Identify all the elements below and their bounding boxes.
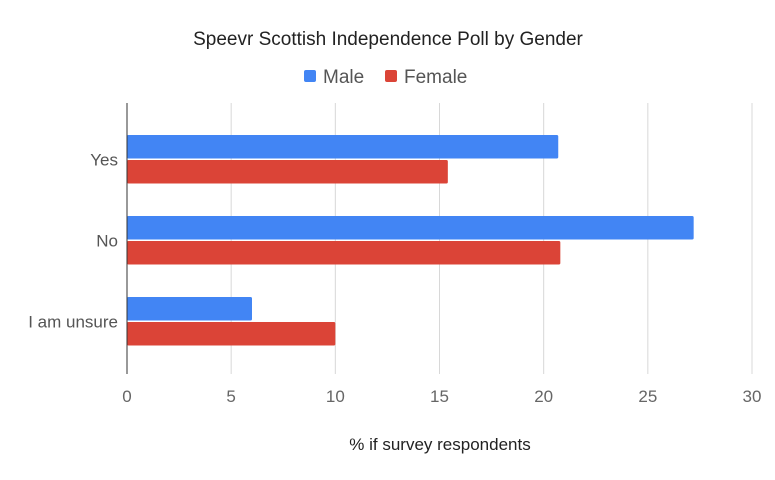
bar-male-yes[interactable] <box>127 135 559 159</box>
bar-male-no[interactable] <box>127 216 694 240</box>
legend-swatch-female <box>385 70 397 82</box>
bars <box>127 135 694 346</box>
legend-label-female: Female <box>404 67 467 88</box>
bar-female-i-am-unsure[interactable] <box>127 322 336 346</box>
x-axis-title: % if survey respondents <box>349 435 530 454</box>
legend[interactable]: Male Female <box>304 67 467 88</box>
chart-title: Speevr Scottish Independence Poll by Gen… <box>193 29 583 50</box>
bar-male-i-am-unsure[interactable] <box>127 297 252 321</box>
x-tick-label-15: 15 <box>430 387 449 406</box>
legend-item-male[interactable]: Male <box>304 67 364 88</box>
x-tick-label-10: 10 <box>326 387 345 406</box>
category-label-yes: Yes <box>90 150 118 169</box>
category-labels: Yes No I am unsure <box>28 150 118 331</box>
category-label-i-am-unsure: I am unsure <box>28 312 118 331</box>
x-tick-label-5: 5 <box>226 387 235 406</box>
legend-item-female[interactable]: Female <box>385 67 467 88</box>
legend-label-male: Male <box>323 67 364 88</box>
bar-female-no[interactable] <box>127 241 561 265</box>
x-tick-label-25: 25 <box>638 387 657 406</box>
x-tick-label-20: 20 <box>534 387 553 406</box>
x-tick-label-30: 30 <box>743 387 762 406</box>
x-tick-label-0: 0 <box>122 387 131 406</box>
tick-labels: 0 5 10 15 20 25 30 <box>122 387 761 406</box>
category-label-no: No <box>96 231 118 250</box>
legend-swatch-male <box>304 70 316 82</box>
bar-female-yes[interactable] <box>127 160 448 184</box>
